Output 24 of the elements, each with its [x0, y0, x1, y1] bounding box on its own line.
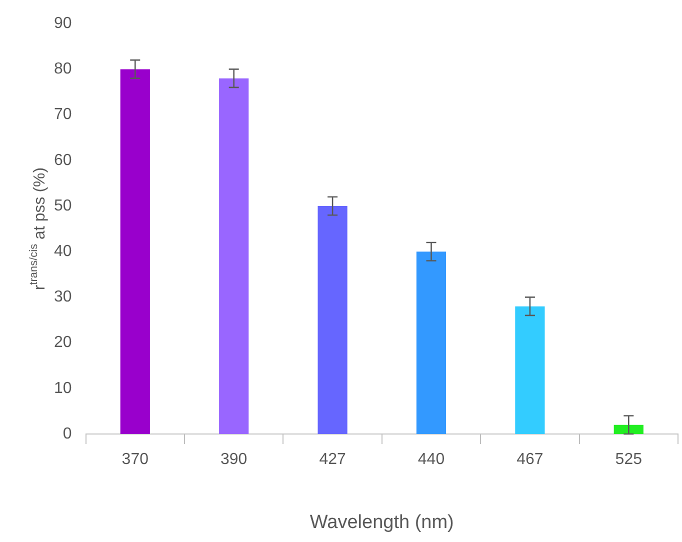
- bar: [515, 306, 545, 434]
- y-tick-label: 10: [54, 380, 72, 397]
- y-tick-label: 50: [54, 197, 72, 214]
- y-tick-label: 20: [54, 334, 72, 352]
- y-tick-label: 30: [54, 288, 72, 306]
- bar: [219, 78, 249, 434]
- y-axis-title: rtrans/cis at pss (%): [28, 167, 48, 290]
- x-tick-label: 370: [122, 451, 149, 468]
- x-tick-label: 525: [615, 451, 642, 468]
- y-tick-label: 0: [62, 425, 72, 442]
- x-tick-label: 390: [220, 451, 248, 468]
- x-tick-label: 440: [418, 451, 445, 468]
- y-tick-label: 60: [54, 152, 72, 169]
- x-axis-title: Wavelength (nm): [310, 512, 454, 533]
- x-tick-label: 427: [319, 451, 346, 468]
- y-tick-label: 80: [54, 60, 72, 78]
- bar: [416, 252, 446, 434]
- x-tick-label: 467: [516, 451, 544, 468]
- y-tick-label: 70: [54, 106, 72, 124]
- y-tick-label: 40: [54, 243, 72, 260]
- y-tick-label: 90: [54, 15, 72, 32]
- bar: [120, 69, 150, 434]
- bar: [614, 424, 644, 434]
- bar: [318, 206, 348, 434]
